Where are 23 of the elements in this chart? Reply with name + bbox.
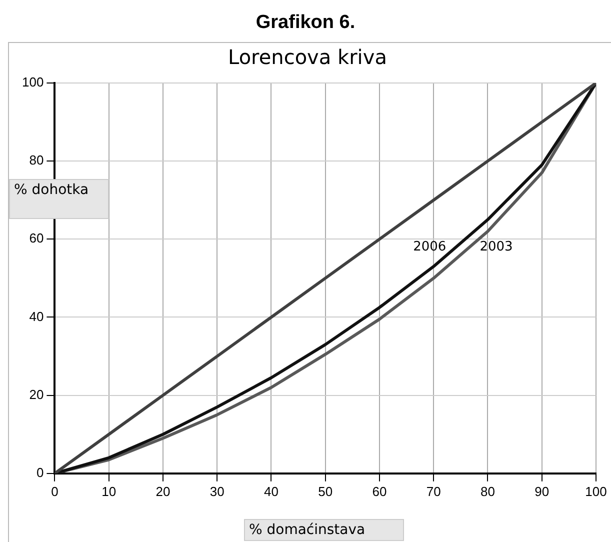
y-tick-label: 0 (36, 464, 44, 480)
x-tick-label: 90 (534, 484, 550, 499)
x-tick-label: 80 (480, 484, 495, 499)
y-axis-title: % dohotka (9, 179, 109, 219)
y-tick-label: 80 (29, 152, 44, 168)
y-tick-label: 100 (22, 74, 44, 90)
x-tick-label: 20 (156, 484, 170, 499)
x-tick-label: 50 (318, 484, 333, 499)
series-label: 2003 (480, 239, 513, 254)
x-tick-label: 0 (51, 484, 58, 499)
x-tick-label: 40 (264, 484, 278, 499)
series-label: 2006 (413, 239, 446, 254)
x-tick-label: 10 (102, 484, 116, 499)
chart-subtitle: Lorencova kriva (228, 45, 387, 70)
chart-title: Grafikon 6. (254, 12, 356, 34)
y-tick-label: 60 (29, 230, 44, 246)
x-tick-label: 60 (372, 484, 387, 499)
x-axis-title: % domaćinstava (244, 519, 404, 541)
y-tick-label: 40 (29, 308, 44, 324)
x-tick-label: 70 (426, 484, 441, 499)
y-tick-label: 20 (29, 386, 44, 402)
x-tick-label: 30 (210, 484, 224, 499)
x-tick-label: 100 (585, 484, 607, 499)
